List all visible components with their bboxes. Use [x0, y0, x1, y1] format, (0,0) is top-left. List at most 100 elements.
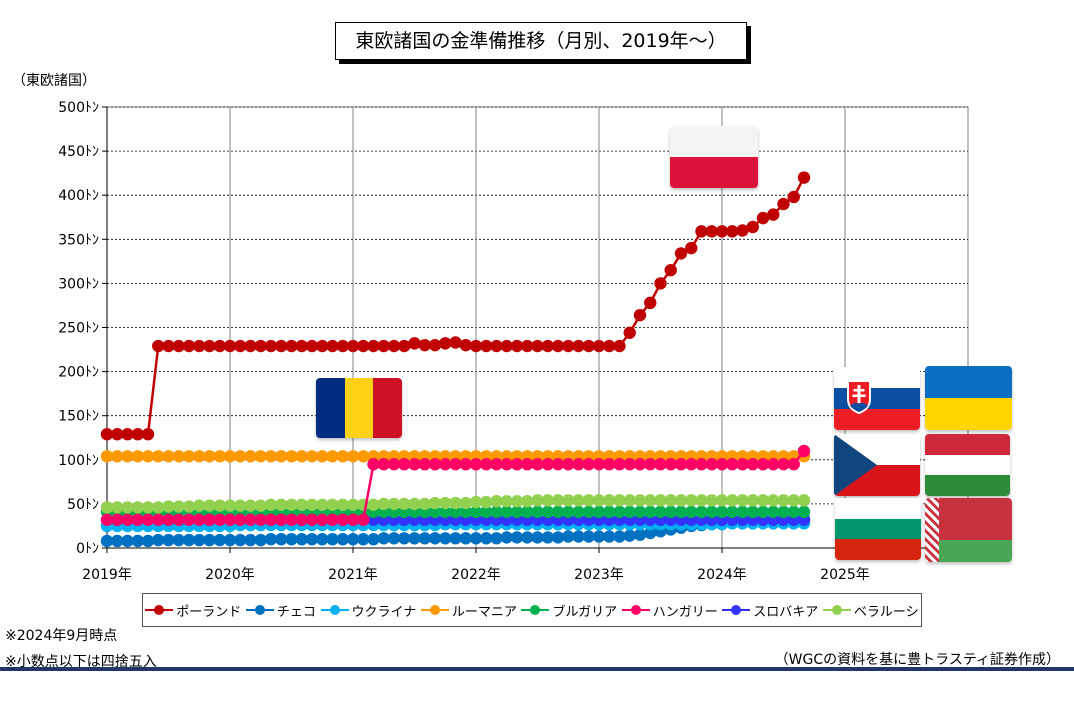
data-point — [234, 533, 247, 547]
data-point — [562, 339, 575, 353]
data-point — [562, 530, 575, 543]
legend-label: ベラルーシ — [853, 604, 919, 620]
data-point — [562, 505, 575, 519]
data-point — [777, 494, 790, 507]
y-tick-label: 200ﾄﾝ — [58, 365, 99, 381]
data-point — [767, 458, 780, 471]
data-point — [377, 458, 390, 471]
y-tick-label: 350ﾄﾝ — [58, 232, 99, 248]
data-point — [244, 450, 257, 463]
data-point — [613, 458, 626, 471]
data-point — [305, 339, 319, 353]
data-point — [121, 450, 134, 463]
data-point — [644, 296, 657, 310]
data-point — [162, 513, 175, 526]
data-point — [254, 533, 267, 547]
data-point — [500, 495, 513, 508]
data-point — [572, 494, 585, 507]
data-point — [131, 513, 144, 526]
data-point — [141, 513, 155, 526]
data-point — [644, 494, 657, 507]
legend-item: スロバキア — [722, 601, 818, 620]
data-point — [275, 532, 288, 546]
data-point — [172, 500, 185, 513]
data-point — [193, 499, 206, 512]
legend-marker — [822, 605, 851, 615]
data-point — [551, 505, 565, 519]
data-point — [295, 513, 308, 526]
data-point — [603, 458, 616, 471]
data-point — [715, 458, 729, 471]
x-tick-label: 2025年 — [820, 567, 870, 583]
data-point — [439, 496, 452, 510]
y-tick-label: 450ﾄﾝ — [58, 144, 99, 160]
data-point — [582, 530, 595, 543]
data-point — [213, 339, 226, 353]
data-point — [510, 505, 524, 519]
data-point — [326, 450, 339, 463]
legend-label: ウクライナ — [351, 604, 417, 620]
data-point — [275, 339, 288, 353]
data-point — [336, 339, 349, 353]
legend-label: チェコ — [276, 604, 316, 620]
data-point — [469, 339, 483, 353]
data-point — [510, 339, 524, 353]
data-point — [408, 337, 421, 350]
data-point — [244, 533, 257, 547]
data-point — [316, 498, 329, 511]
data-point — [480, 505, 493, 519]
data-point — [756, 505, 770, 519]
data-point — [326, 532, 339, 546]
data-point — [644, 526, 657, 540]
data-point — [459, 458, 472, 471]
data-point — [623, 326, 636, 339]
data-point — [223, 513, 237, 526]
bulgaria-flag — [835, 498, 921, 560]
data-point — [254, 513, 267, 526]
data-point — [510, 495, 524, 508]
data-point — [685, 458, 698, 471]
data-point — [326, 498, 339, 511]
data-point — [203, 513, 216, 526]
legend-label: ハンガリー — [652, 604, 718, 620]
data-point — [203, 499, 216, 512]
data-point — [141, 534, 155, 548]
legend-marker — [722, 605, 751, 615]
data-point — [592, 494, 606, 507]
data-point — [387, 458, 401, 471]
data-point — [346, 450, 360, 463]
data-point — [357, 339, 370, 353]
data-point — [582, 494, 595, 507]
data-point — [572, 339, 585, 353]
hungary-flag — [925, 434, 1010, 496]
data-point — [777, 505, 790, 519]
data-point — [346, 339, 360, 353]
data-point — [674, 247, 688, 260]
data-point — [633, 528, 647, 541]
data-point — [357, 450, 370, 463]
data-point — [449, 505, 462, 519]
data-point — [490, 458, 503, 471]
slovakia-flag — [834, 367, 920, 430]
data-point — [695, 494, 708, 507]
data-point — [203, 450, 216, 463]
data-point — [787, 190, 800, 204]
data-point — [439, 532, 452, 545]
data-point — [490, 495, 503, 508]
data-point — [264, 532, 278, 546]
x-tick-label: 2019年 — [82, 567, 132, 583]
data-point — [623, 529, 636, 542]
data-point — [562, 458, 575, 471]
data-point — [131, 501, 144, 514]
data-point — [295, 532, 308, 546]
data-point — [469, 458, 483, 471]
data-point — [264, 513, 278, 526]
legend-marker — [420, 605, 449, 615]
data-point — [469, 505, 483, 519]
data-point — [346, 513, 360, 526]
data-point — [295, 339, 308, 353]
belarus-flag — [925, 498, 1012, 562]
data-point — [162, 500, 175, 513]
data-point — [100, 534, 114, 548]
